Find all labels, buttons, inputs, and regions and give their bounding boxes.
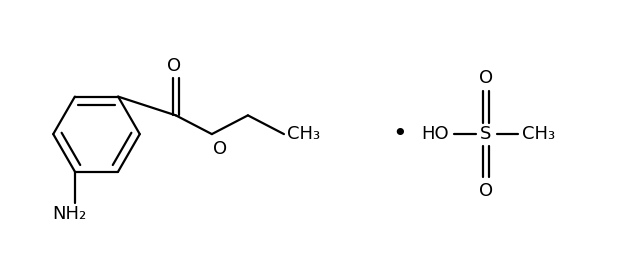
Text: O: O (479, 182, 493, 200)
Text: S: S (480, 125, 492, 143)
Text: CH₃: CH₃ (287, 125, 320, 143)
Text: •: • (392, 122, 406, 146)
Text: HO: HO (421, 125, 449, 143)
Text: O: O (479, 69, 493, 86)
Text: NH₂: NH₂ (52, 205, 86, 223)
Text: O: O (167, 57, 181, 75)
Text: O: O (213, 140, 227, 158)
Text: CH₃: CH₃ (522, 125, 555, 143)
